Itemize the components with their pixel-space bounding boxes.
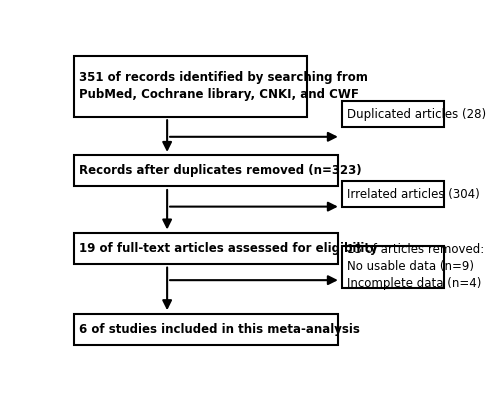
Bar xyxy=(342,181,444,207)
Text: Duplicated articles (28): Duplicated articles (28) xyxy=(346,108,486,121)
Text: 6 of studies included in this meta-analysis: 6 of studies included in this meta-analy… xyxy=(79,323,360,336)
Bar xyxy=(342,101,444,127)
Bar xyxy=(74,233,338,264)
Text: 351 of records identified by searching from
PubMed, Cochrane library, CNKI, and : 351 of records identified by searching f… xyxy=(79,71,368,102)
Text: Irrelated articles (304): Irrelated articles (304) xyxy=(346,187,480,201)
Text: 19 of full-text articles assessed for eligibility: 19 of full-text articles assessed for el… xyxy=(79,242,378,255)
Bar xyxy=(74,156,338,187)
Bar xyxy=(342,246,444,288)
Text: 13 of articles removed:
No usable data (n=9)
Incomplete data (n=4): 13 of articles removed: No usable data (… xyxy=(346,243,484,291)
Bar xyxy=(74,314,338,345)
Bar xyxy=(74,56,306,116)
Text: Records after duplicates removed (n=323): Records after duplicates removed (n=323) xyxy=(79,164,362,177)
